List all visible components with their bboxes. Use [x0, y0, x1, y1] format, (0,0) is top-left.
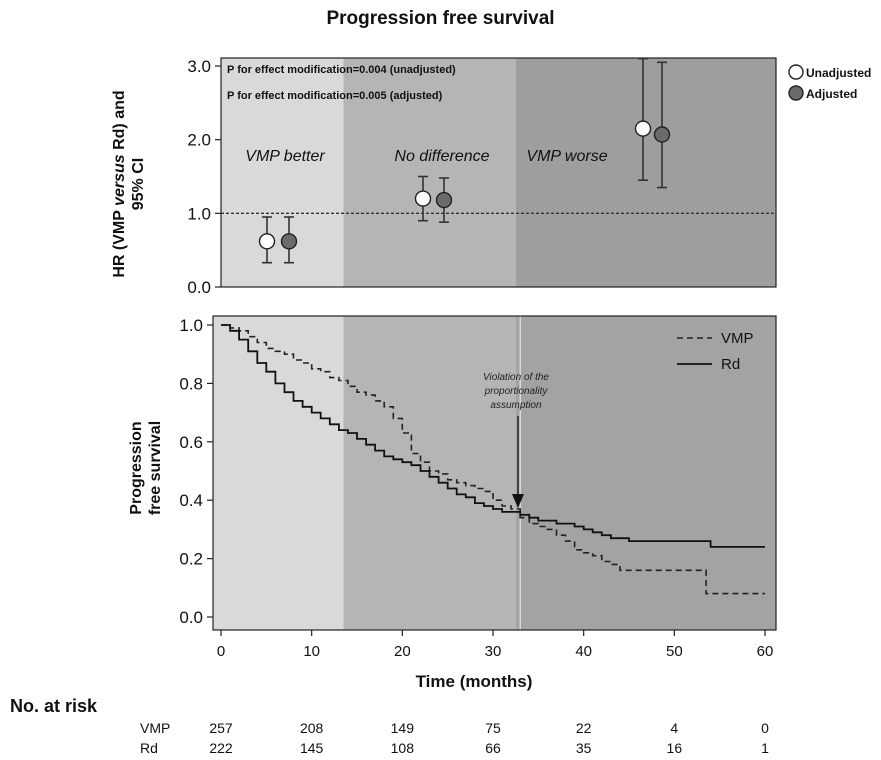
bottom-zone-1: [213, 316, 344, 630]
annotation-line-2: proportionality: [484, 386, 549, 397]
top-points: [258, 57, 671, 264]
risk-value: 222: [209, 740, 233, 756]
risk-table: No. at risk VMP Rd 257 208 149 75 22 4 0 222 145…: [10, 696, 769, 756]
top-annotation-2: P for effect modification=0.005 (adjuste…: [227, 90, 443, 102]
risk-row-vmp-label: VMP: [140, 720, 170, 736]
top-annotation-1: P for effect modification=0.004 (unadjus…: [227, 64, 456, 76]
bottom-panel: 0.0 0.2 0.4 0.6 0.8 1.0 0 10 20 30 40 50 60 Violati…: [179, 315, 777, 691]
risk-value: 16: [667, 740, 683, 756]
top-y-tick-label: 3.0: [187, 57, 211, 76]
point-unadjusted: [414, 190, 432, 207]
risk-value: 4: [670, 720, 678, 736]
bottom-y-tick-label: 0.2: [179, 550, 203, 569]
legend-vmp-label: VMP: [721, 330, 754, 347]
bottom-y-tick-label: 0.6: [179, 433, 203, 452]
risk-table-title: No. at risk: [10, 696, 98, 716]
bottom-x-tick-label: 40: [575, 643, 592, 660]
series-vmp-line: [221, 324, 765, 595]
bottom-x-tick-label: 20: [394, 643, 411, 660]
risk-value: 145: [300, 740, 324, 756]
top-zone-3: [515, 58, 776, 287]
bottom-y-ticks: 0.0 0.2 0.4 0.6 0.8 1.0: [179, 316, 213, 627]
legend-unadjusted-marker: [788, 64, 804, 80]
top-plot-border: [220, 57, 777, 288]
series-rd-line: [221, 324, 765, 548]
bottom-x-ticks: 0 10 20 30 40 50 60: [217, 630, 774, 660]
top-y-tick-label: 2.0: [187, 131, 211, 150]
bottom-y-tick-label: 0.4: [179, 491, 203, 510]
bottom-y-tick-label: 1.0: [179, 316, 203, 335]
zone-label-vmp-worse: VMP worse: [526, 148, 607, 165]
legend-adjusted-label: Adjusted: [806, 87, 857, 101]
risk-value: 149: [391, 720, 415, 736]
annotation-arrow-head: [512, 494, 524, 508]
risk-value: 208: [300, 720, 324, 736]
bottom-x-tick-label: 30: [485, 643, 502, 660]
legend-rd-label: Rd: [721, 356, 740, 373]
bottom-x-tick-label: 50: [666, 643, 683, 660]
bottom-zone-3: [515, 316, 776, 630]
top-panel: 0.0 1.0 2.0 3.0 P for effect modification=0…: [187, 57, 777, 297]
risk-row-rd-label: Rd: [140, 740, 158, 756]
risk-value: 66: [485, 740, 501, 756]
risk-value: 0: [761, 720, 769, 736]
chart-title: Progression free survival: [326, 8, 555, 29]
x-axis-label: Time (months): [416, 672, 533, 691]
top-legend: Unadjusted Adjusted: [788, 64, 871, 101]
bottom-plot-border: [212, 315, 777, 631]
bottom-x-tick-label: 0: [217, 643, 225, 660]
risk-value: 22: [576, 720, 592, 736]
top-y-tick-label: 1.0: [187, 204, 211, 223]
zone-label-no-difference: No difference: [394, 148, 489, 165]
point-unadjusted: [258, 233, 276, 250]
top-zone-2: [343, 58, 516, 287]
annotation-line-1: Violation of the: [483, 372, 549, 383]
risk-value: 108: [391, 740, 415, 756]
bottom-x-tick-label: 10: [303, 643, 320, 660]
risk-value: 257: [209, 720, 233, 736]
risk-value: 75: [485, 720, 501, 736]
point-adjusted: [653, 126, 671, 143]
legend-adjusted-marker: [788, 85, 804, 101]
legend-unadjusted-label: Unadjusted: [806, 66, 871, 80]
bottom-x-tick-label: 60: [757, 643, 774, 660]
top-y-tick-label: 0.0: [187, 278, 211, 297]
annotation-line-3: assumption: [490, 400, 542, 411]
zone-label-vmp-better: VMP better: [245, 148, 325, 165]
point-adjusted: [280, 233, 298, 250]
top-zone-1: [221, 58, 344, 287]
point-adjusted: [435, 191, 453, 209]
risk-value: 35: [576, 740, 592, 756]
top-y-ticks: 0.0 1.0 2.0 3.0: [187, 57, 221, 297]
risk-values: 257 208 149 75 22 4 0 222 145 108 66 35 16 1: [209, 720, 769, 756]
bottom-y-tick-label: 0.8: [179, 374, 203, 393]
point-unadjusted: [634, 120, 652, 137]
bottom-y-tick-label: 0.0: [179, 608, 203, 627]
risk-value: 1: [761, 740, 769, 756]
